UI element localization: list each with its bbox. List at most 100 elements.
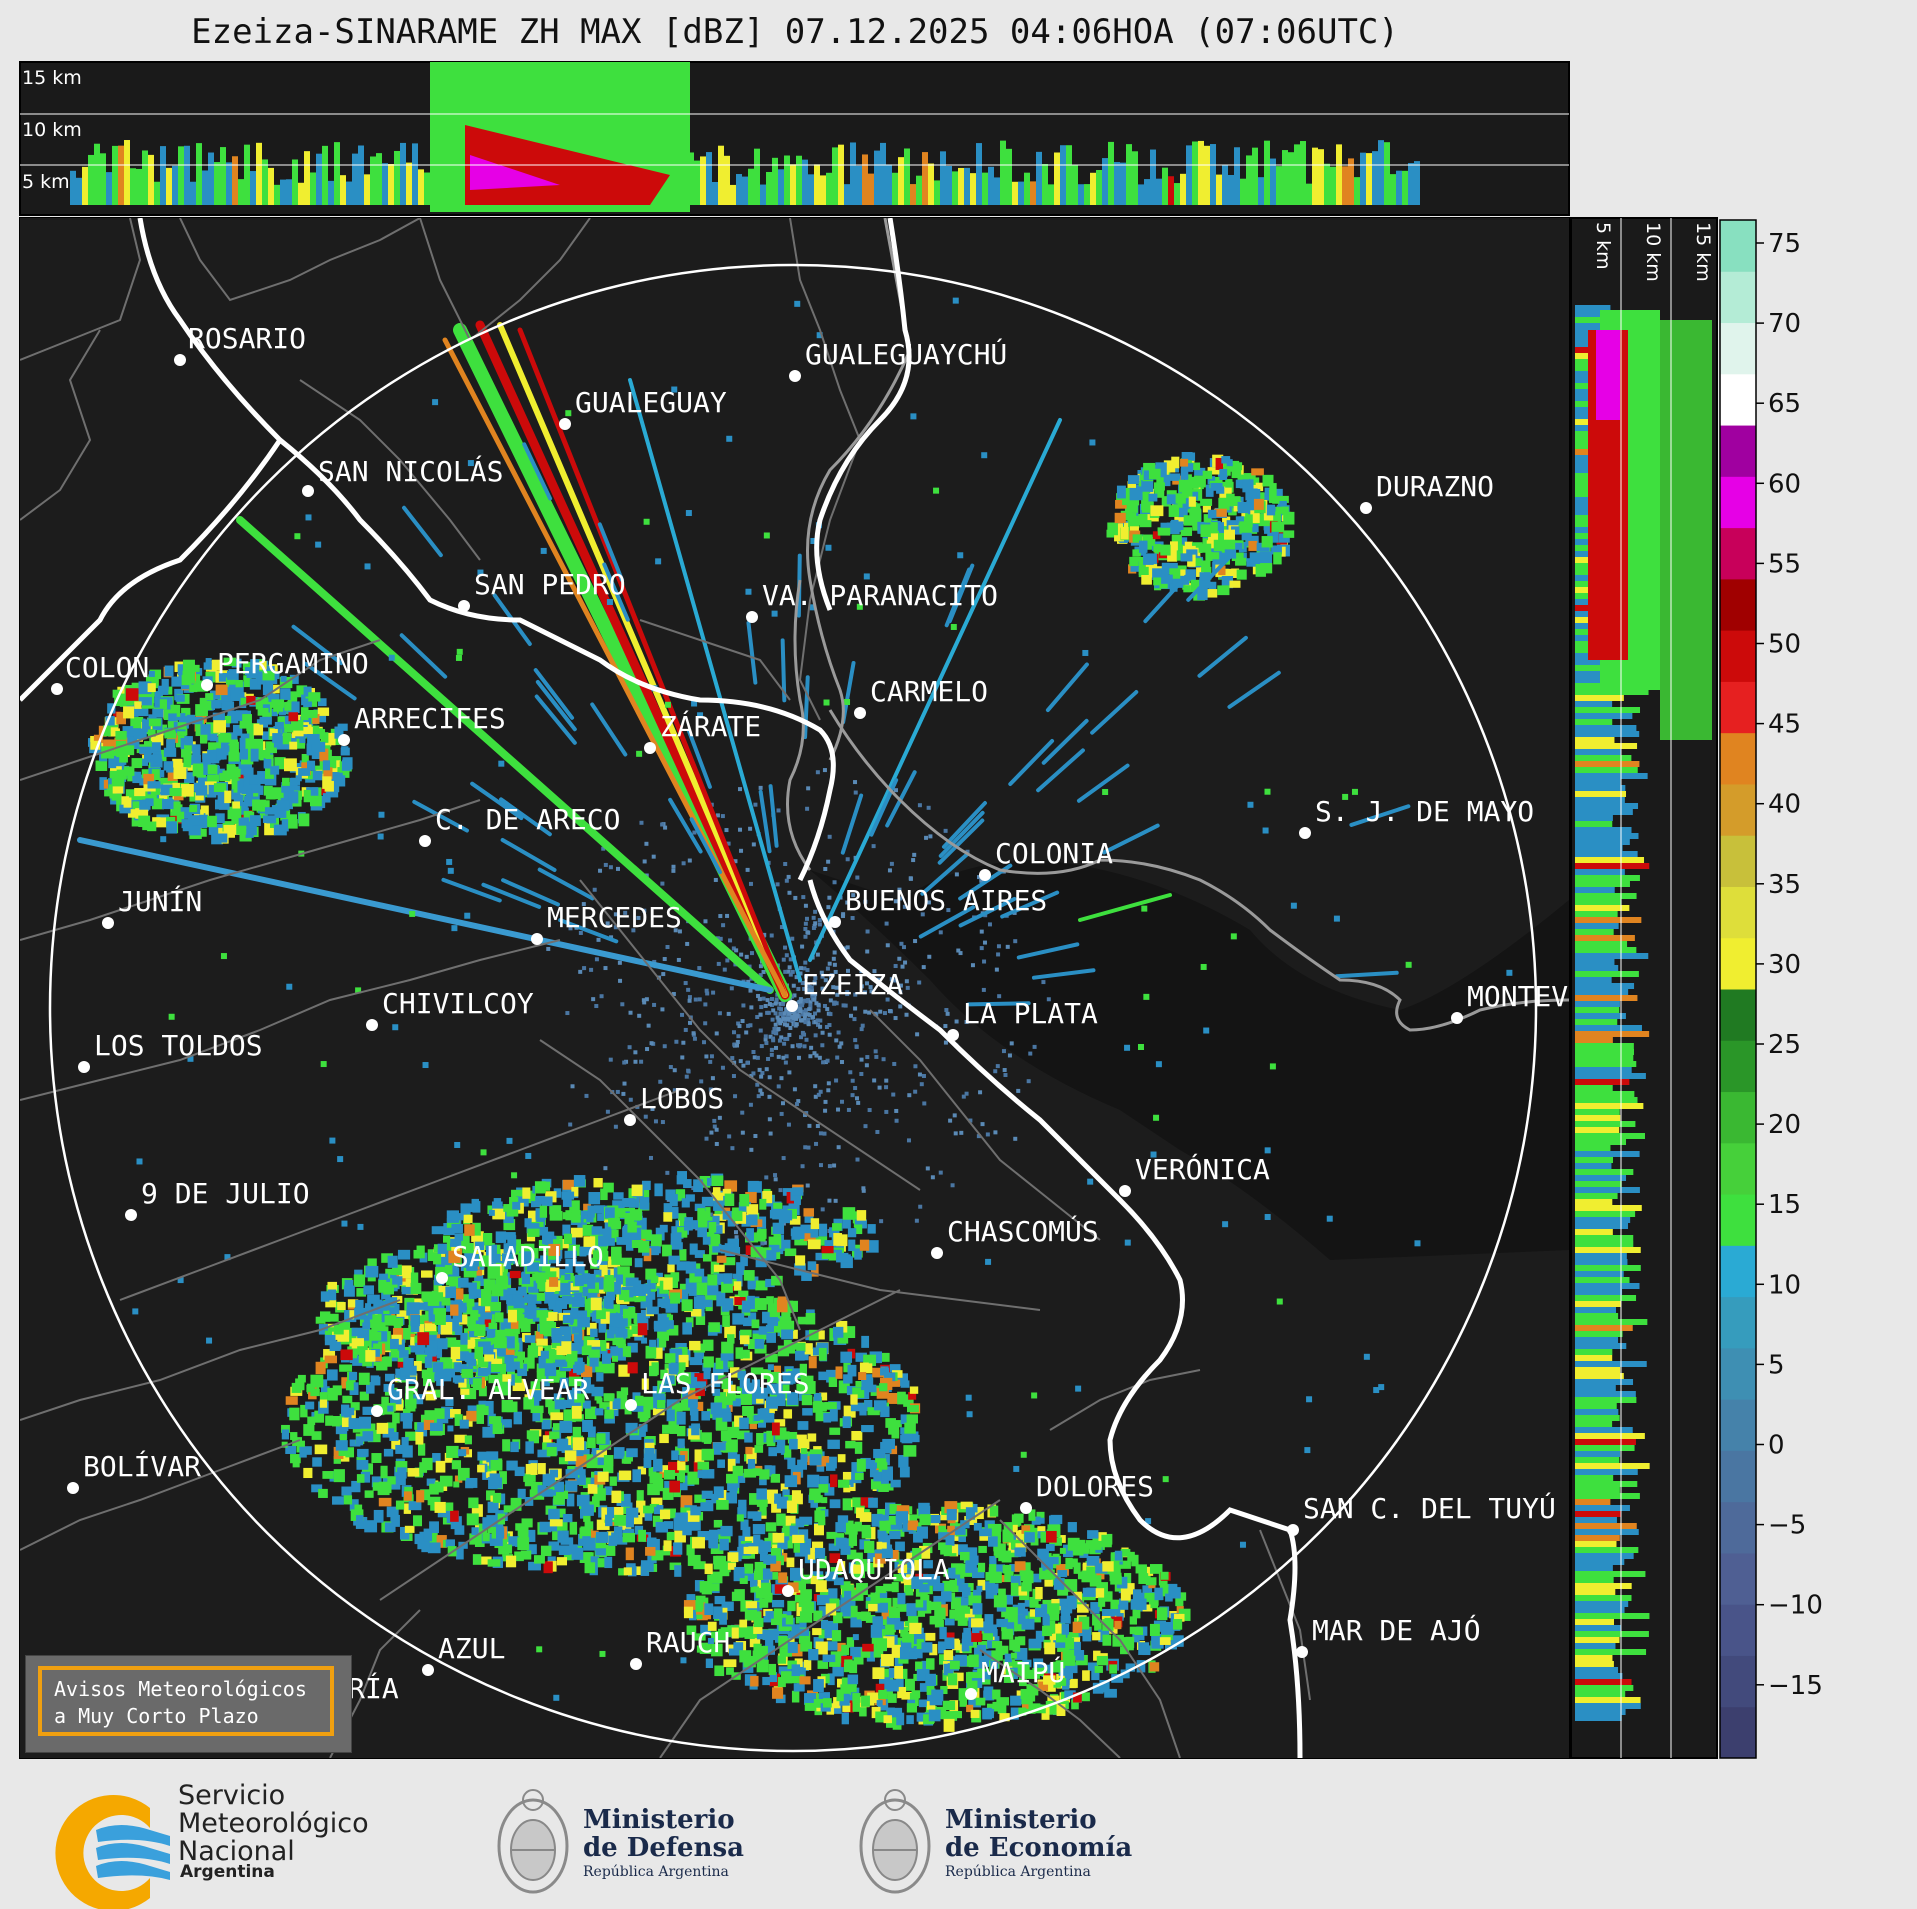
echo-cell — [727, 1334, 735, 1344]
echo-cell — [416, 1353, 429, 1364]
echo-cell — [1204, 518, 1213, 529]
echo-cell — [1142, 491, 1150, 503]
echo-cell — [828, 975, 833, 980]
echo-cell — [930, 1601, 942, 1611]
echo-cell — [806, 1021, 811, 1026]
echo-cell — [1180, 527, 1193, 536]
echo-cell — [308, 709, 318, 718]
echo-cell — [1222, 516, 1231, 527]
echo-cell — [665, 1170, 670, 1175]
echo-column — [1306, 183, 1312, 205]
echo-cell — [726, 1439, 738, 1453]
echo-cell — [825, 1571, 838, 1582]
echo-cell — [784, 878, 789, 883]
echo-cell — [903, 960, 908, 965]
echo-cell — [813, 1094, 818, 1099]
echo-cell — [218, 673, 229, 682]
echo-cell — [693, 1561, 706, 1570]
echo-cell — [764, 1175, 769, 1180]
echo-cell — [861, 1188, 866, 1193]
echo-cell — [839, 1041, 844, 1046]
echo-cell — [1104, 1688, 1117, 1698]
echo-column — [1000, 140, 1006, 205]
echo-cell — [791, 1664, 801, 1677]
echo-cell — [603, 1310, 617, 1318]
echo-cell — [753, 1617, 764, 1628]
echo-column — [244, 144, 250, 205]
echo-cell — [809, 988, 814, 993]
echo-cell — [951, 1563, 964, 1575]
echo-cell — [492, 1422, 503, 1435]
echo-cell — [355, 1436, 364, 1446]
echo-cell — [815, 1018, 820, 1023]
echo-cell — [1208, 533, 1219, 541]
echo-cell — [314, 1444, 328, 1455]
echo-cell — [703, 1369, 711, 1380]
echo-cell — [662, 957, 667, 962]
echo-cell — [881, 1548, 893, 1559]
echo-column — [832, 147, 838, 205]
echo-cell — [803, 1008, 808, 1013]
echo-cell — [238, 817, 250, 826]
echo-column — [328, 180, 334, 205]
echo-cell — [233, 681, 244, 694]
echo-cell — [729, 1485, 738, 1493]
echo-cell — [1154, 489, 1165, 498]
echo-cell — [639, 1412, 649, 1422]
echo-cell — [108, 728, 120, 737]
echo-cell — [525, 1463, 534, 1475]
echo-cell — [753, 802, 758, 807]
echo-cell — [826, 1641, 838, 1651]
echo-cell — [537, 1485, 547, 1496]
echo-cell — [1239, 521, 1253, 533]
echo-cell — [827, 895, 832, 900]
echo-cell — [1171, 456, 1180, 469]
echo-cell — [731, 1627, 739, 1639]
echo-cell — [1009, 1607, 1019, 1617]
echo-cell — [799, 966, 804, 971]
echo-cell — [962, 1635, 974, 1646]
echo-cell — [714, 1665, 725, 1677]
echo-cell — [726, 841, 731, 846]
echo-cell — [189, 684, 198, 693]
echo-cell — [627, 1566, 637, 1577]
echo-cell — [828, 1012, 833, 1017]
echo-cell — [919, 1584, 930, 1593]
echo-cell — [749, 951, 754, 956]
echo-cell — [644, 841, 649, 846]
echo-cell — [263, 759, 272, 769]
echo-cell — [157, 749, 167, 762]
echo-cell — [764, 1592, 773, 1603]
echo-cell — [704, 1136, 709, 1141]
echo-cell — [208, 742, 222, 750]
echo-cell — [771, 1502, 782, 1513]
echo-cell — [445, 1502, 454, 1511]
echo-cell — [703, 1356, 714, 1368]
echo-cell — [159, 699, 167, 710]
echo-cell — [217, 792, 228, 805]
echo-cell — [976, 1134, 981, 1139]
echo-cell — [1090, 1575, 1102, 1583]
echo-cell — [287, 691, 298, 704]
echo-cell — [813, 1610, 823, 1622]
echo-cell — [997, 994, 1002, 999]
echo-cell — [867, 1692, 879, 1704]
echo-cell — [669, 1424, 678, 1434]
echo-cell — [977, 1579, 986, 1591]
echo-cell — [646, 1023, 651, 1028]
echo-cell — [813, 1698, 825, 1708]
echo-cell — [616, 866, 621, 871]
echo-cell — [812, 1628, 822, 1636]
echo-cell — [506, 1401, 518, 1413]
echo-column — [1072, 164, 1078, 205]
echo-cell — [747, 1338, 757, 1350]
echo-column — [1300, 141, 1306, 205]
echo-cell — [738, 787, 743, 792]
echo-cell — [486, 1451, 499, 1463]
echo-cell — [466, 1316, 479, 1327]
echo-cell — [296, 685, 308, 698]
echo-cell — [1053, 1578, 1065, 1590]
echo-cell — [954, 1019, 959, 1024]
echo-cell — [711, 1373, 719, 1385]
echo-cell — [208, 823, 217, 835]
